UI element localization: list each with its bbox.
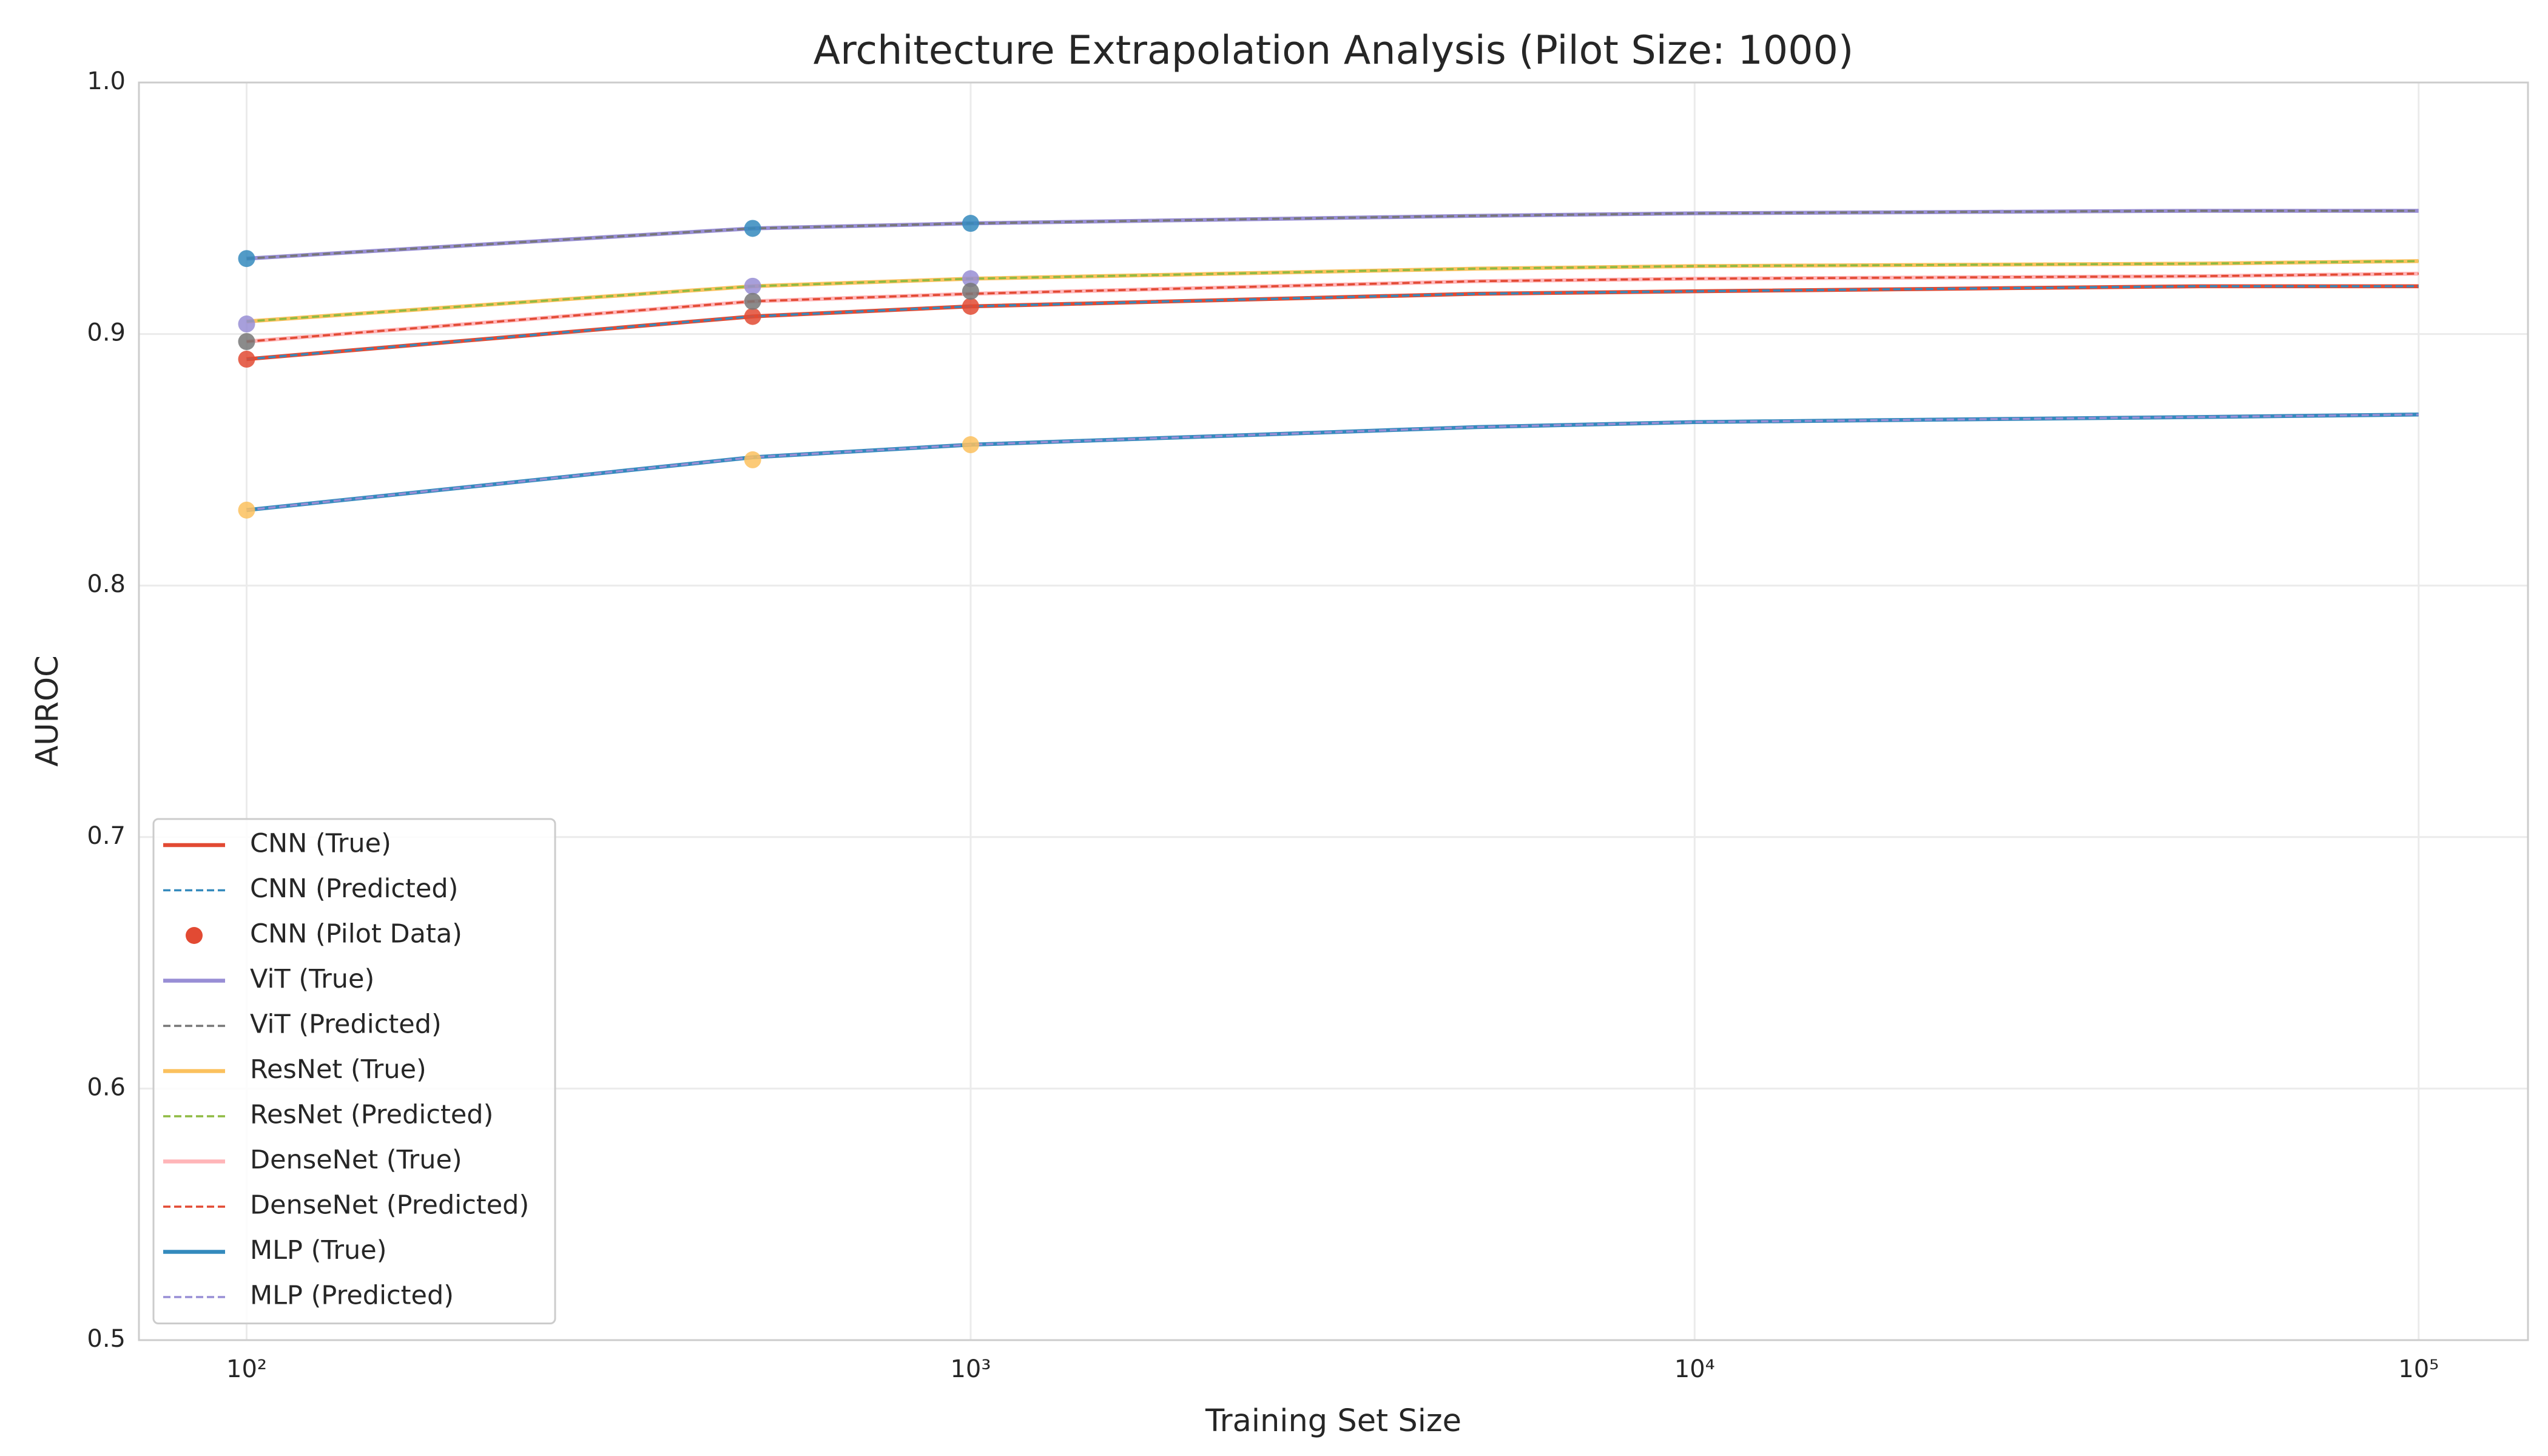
legend-label: CNN (Predicted): [250, 874, 458, 904]
y-tick-label: 0.6: [87, 1073, 126, 1101]
y-tick-label: 0.7: [87, 822, 126, 850]
y-tick-label: 1.0: [87, 67, 126, 95]
legend-label: ResNet (True): [250, 1054, 426, 1085]
legend-box: [152, 818, 556, 1324]
pilot-point: [744, 220, 761, 237]
pilot-point: [238, 250, 255, 268]
legend-label: DenseNet (True): [250, 1145, 462, 1175]
y-tick-label: 0.9: [87, 319, 126, 347]
pilot-point: [238, 501, 255, 519]
pilot-point: [962, 215, 979, 232]
pilot-point: [962, 436, 979, 454]
legend-label: MLP (True): [250, 1235, 387, 1266]
x-tick-label: 10²: [226, 1355, 267, 1383]
pilot-point: [238, 333, 255, 351]
legend-label: DenseNet (Predicted): [250, 1190, 529, 1221]
pilot-point: [744, 277, 761, 295]
pilot-point: [744, 292, 761, 310]
legend-label: CNN (Pilot Data): [250, 919, 462, 949]
x-tick-label: 10⁵: [2398, 1355, 2439, 1383]
pilot-point: [238, 315, 255, 333]
pilot-point: [962, 283, 979, 300]
pilot-point: [238, 351, 255, 368]
legend-label: CNN (True): [250, 829, 391, 859]
y-tick-label: 0.8: [87, 570, 126, 598]
legend-label: ViT (True): [250, 964, 374, 994]
pilot-point: [744, 308, 761, 325]
chart-title: Architecture Extrapolation Analysis (Pil…: [814, 28, 1854, 73]
pilot-point: [744, 451, 761, 468]
legend-label: ViT (Predicted): [250, 1009, 442, 1040]
pilot-point: [962, 297, 979, 315]
x-axis-label: Training Set Size: [1205, 1403, 1461, 1439]
x-tick-label: 10³: [950, 1355, 991, 1383]
pilot-point: [962, 270, 979, 288]
legend-label: ResNet (Predicted): [250, 1100, 493, 1130]
plot-border: [138, 81, 2529, 1341]
y-axis-label: AUROC: [30, 655, 66, 766]
legend-marker: [186, 927, 203, 944]
legend-label: MLP (Predicted): [250, 1281, 454, 1311]
x-tick-label: 10⁴: [1674, 1355, 1715, 1383]
y-tick-label: 0.5: [87, 1325, 126, 1353]
